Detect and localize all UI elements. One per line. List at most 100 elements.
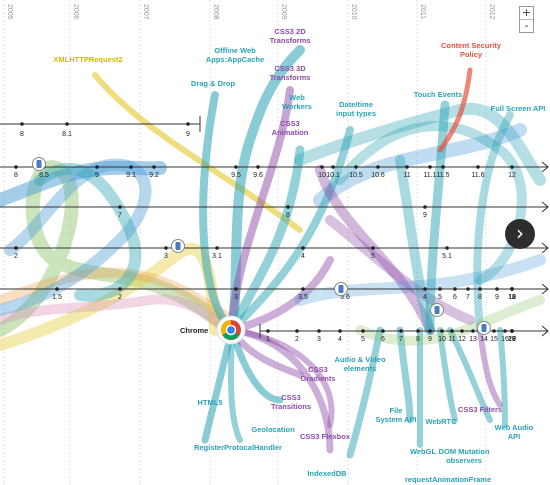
version-tick[interactable] xyxy=(381,329,385,333)
version-tick[interactable] xyxy=(295,329,299,333)
version-label: 8.1 xyxy=(62,131,72,138)
version-tick[interactable] xyxy=(471,329,475,333)
version-tick[interactable] xyxy=(129,165,133,169)
version-tick[interactable] xyxy=(441,165,445,169)
feature-label[interactable]: Web Audio API xyxy=(495,423,534,441)
feature-label[interactable]: WebRTC xyxy=(425,417,457,426)
version-tick[interactable] xyxy=(423,205,427,209)
version-tick[interactable] xyxy=(428,165,432,169)
year-label: 2012 xyxy=(488,4,495,20)
version-tick[interactable] xyxy=(445,246,449,250)
version-tick[interactable] xyxy=(331,165,335,169)
version-tick[interactable] xyxy=(423,287,427,291)
feature-label[interactable]: CSS3 Animation xyxy=(272,119,309,137)
version-tick[interactable] xyxy=(164,246,168,250)
version-tick[interactable] xyxy=(354,165,358,169)
version-tick[interactable] xyxy=(301,287,305,291)
feature-label[interactable]: Geolocation xyxy=(251,425,295,434)
version-tick[interactable] xyxy=(476,165,480,169)
version-tick[interactable] xyxy=(186,122,190,126)
feature-label[interactable]: Audio & Video elements xyxy=(334,355,386,373)
axis-arrow-icon xyxy=(541,242,549,254)
year-label: 2007 xyxy=(142,4,149,20)
feature-label[interactable]: RegisterProtocalHandler xyxy=(194,443,282,452)
feature-label[interactable]: Touch Events xyxy=(414,90,463,99)
version-tick[interactable] xyxy=(361,329,365,333)
version-label: 8 xyxy=(286,212,290,219)
version-label: 3.5 xyxy=(298,294,308,301)
feature-label[interactable]: Offline Web Apps:AppCache xyxy=(206,46,264,64)
version-tick[interactable] xyxy=(118,205,122,209)
version-tick[interactable] xyxy=(301,246,305,250)
feature-label[interactable]: Date/time input types xyxy=(336,100,376,118)
version-tick[interactable] xyxy=(460,329,464,333)
zoom-out-button[interactable]: - xyxy=(520,19,533,32)
version-tick[interactable] xyxy=(55,287,59,291)
version-tick[interactable] xyxy=(510,287,514,291)
zoom-in-button[interactable]: + xyxy=(521,6,532,19)
version-tick[interactable] xyxy=(495,287,499,291)
feature-label[interactable]: Content Security Policy xyxy=(441,41,502,59)
browser-rows: 8 8.1 98 8.5 9 9.1 9.2 9.5 9.6 10 10.1 10.5 10.6 11 11… xyxy=(0,116,549,343)
axis-arrow-icon xyxy=(541,201,549,213)
next-arrow-button[interactable]: › xyxy=(505,219,535,249)
version-tick[interactable] xyxy=(503,329,507,333)
version-tick[interactable] xyxy=(438,287,442,291)
version-tick[interactable] xyxy=(234,287,238,291)
feature-label[interactable]: XMLHTTPRequest2 xyxy=(53,55,122,64)
feature-label[interactable]: CSS3 Flexbox xyxy=(300,432,351,441)
feature-label[interactable]: HTML5 xyxy=(198,398,223,407)
version-tick[interactable] xyxy=(14,165,18,169)
feature-label[interactable]: CSS3 3D Transforms xyxy=(270,64,311,82)
version-tick[interactable] xyxy=(20,122,24,126)
version-tick[interactable] xyxy=(256,165,260,169)
version-tick[interactable] xyxy=(152,165,156,169)
version-tick[interactable] xyxy=(510,329,514,333)
version-tick[interactable] xyxy=(450,329,454,333)
version-tick[interactable] xyxy=(338,329,342,333)
feature-label[interactable]: CSS3 Gradients xyxy=(300,365,335,383)
version-tick[interactable] xyxy=(510,165,514,169)
feature-label[interactable]: CSS3 2D Transforms xyxy=(270,27,311,45)
version-tick[interactable] xyxy=(317,329,321,333)
version-tick[interactable] xyxy=(286,205,290,209)
version-label: 5 xyxy=(361,336,365,343)
version-tick[interactable] xyxy=(466,287,470,291)
version-label: 2 xyxy=(14,253,18,260)
version-tick[interactable] xyxy=(234,165,238,169)
version-tick[interactable] xyxy=(376,165,380,169)
version-tick[interactable] xyxy=(320,165,324,169)
version-tick[interactable] xyxy=(371,246,375,250)
version-tick[interactable] xyxy=(453,287,457,291)
version-tick[interactable] xyxy=(215,246,219,250)
version-tick[interactable] xyxy=(405,165,409,169)
feature-label[interactable]: CSS3 Filters xyxy=(458,405,502,414)
version-tick[interactable] xyxy=(65,122,69,126)
version-tick[interactable] xyxy=(440,329,444,333)
version-label: 11.1 xyxy=(423,172,436,179)
version-tick[interactable] xyxy=(14,246,18,250)
version-tick[interactable] xyxy=(492,329,496,333)
feature-label[interactable]: File System API xyxy=(376,406,417,424)
feature-label[interactable]: CSS3 Transitions xyxy=(271,393,311,411)
feature-label[interactable]: WebGL xyxy=(410,447,437,456)
version-tick[interactable] xyxy=(478,287,482,291)
feature-label[interactable]: IndexedDB xyxy=(307,469,347,478)
version-tick[interactable] xyxy=(266,329,270,333)
feature-label[interactable]: Drag & Drop xyxy=(191,79,236,88)
version-tick[interactable] xyxy=(416,329,420,333)
version-label: 9 xyxy=(428,336,432,343)
feature-label[interactable]: DOM Mutation observers xyxy=(439,447,490,465)
version-label: 8 xyxy=(416,336,420,343)
version-tick[interactable] xyxy=(399,329,403,333)
version-tick[interactable] xyxy=(118,287,122,291)
chrome-icon[interactable] xyxy=(216,315,246,345)
version-tick[interactable] xyxy=(95,165,99,169)
version-tick[interactable] xyxy=(428,329,432,333)
version-label: 9 xyxy=(186,131,190,138)
feature-label[interactable]: Full Screen API xyxy=(491,104,546,113)
feature-label[interactable]: Web Workers xyxy=(282,93,312,111)
feature-label[interactable]: requestAnimationFrame xyxy=(405,475,491,484)
